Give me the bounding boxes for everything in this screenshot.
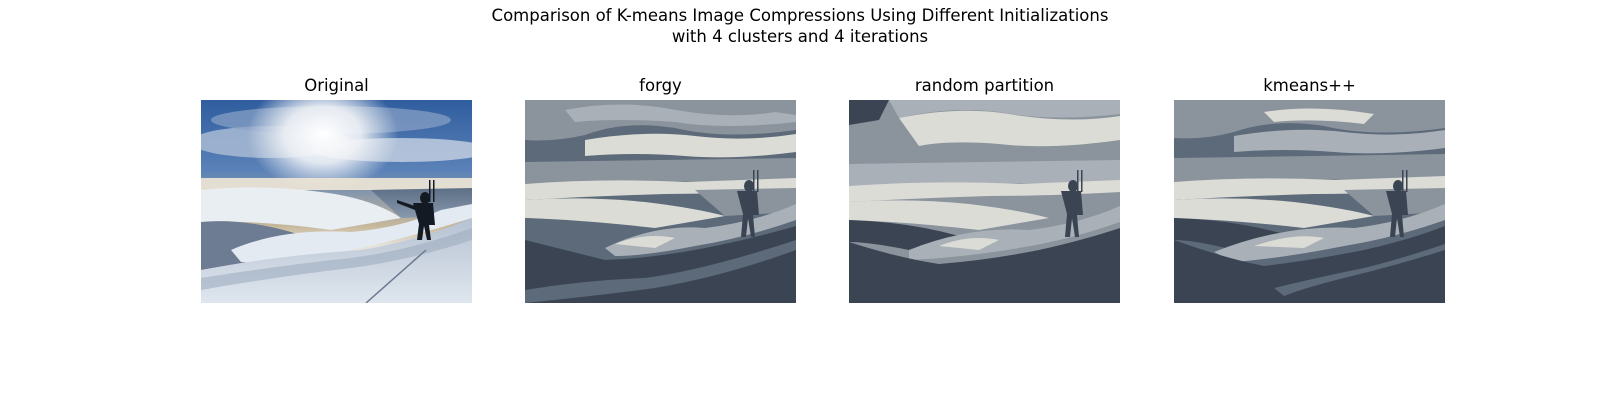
panel-random-partition: random partition: [849, 76, 1120, 303]
figure-title: Comparison of K-means Image Compressions…: [0, 6, 1600, 47]
panel-title-random-partition: random partition: [914, 76, 1055, 95]
figure-title-line-1: Comparison of K-means Image Compressions…: [491, 6, 1109, 25]
panel-original: Original: [201, 76, 472, 303]
original-image: [201, 100, 472, 303]
forgy-image: [525, 100, 796, 303]
panel-title-forgy: forgy: [639, 76, 682, 95]
kmeans-plus-plus-image: [1174, 100, 1445, 303]
panel-title-original: Original: [304, 76, 369, 95]
panel-forgy: forgy: [525, 76, 796, 303]
panel-kmeans-plus-plus: kmeans++: [1174, 76, 1445, 303]
panel-title-kmeans-plus-plus: kmeans++: [1263, 76, 1356, 95]
figure-title-line-2: with 4 clusters and 4 iterations: [671, 26, 929, 46]
random-partition-image: [849, 100, 1120, 303]
